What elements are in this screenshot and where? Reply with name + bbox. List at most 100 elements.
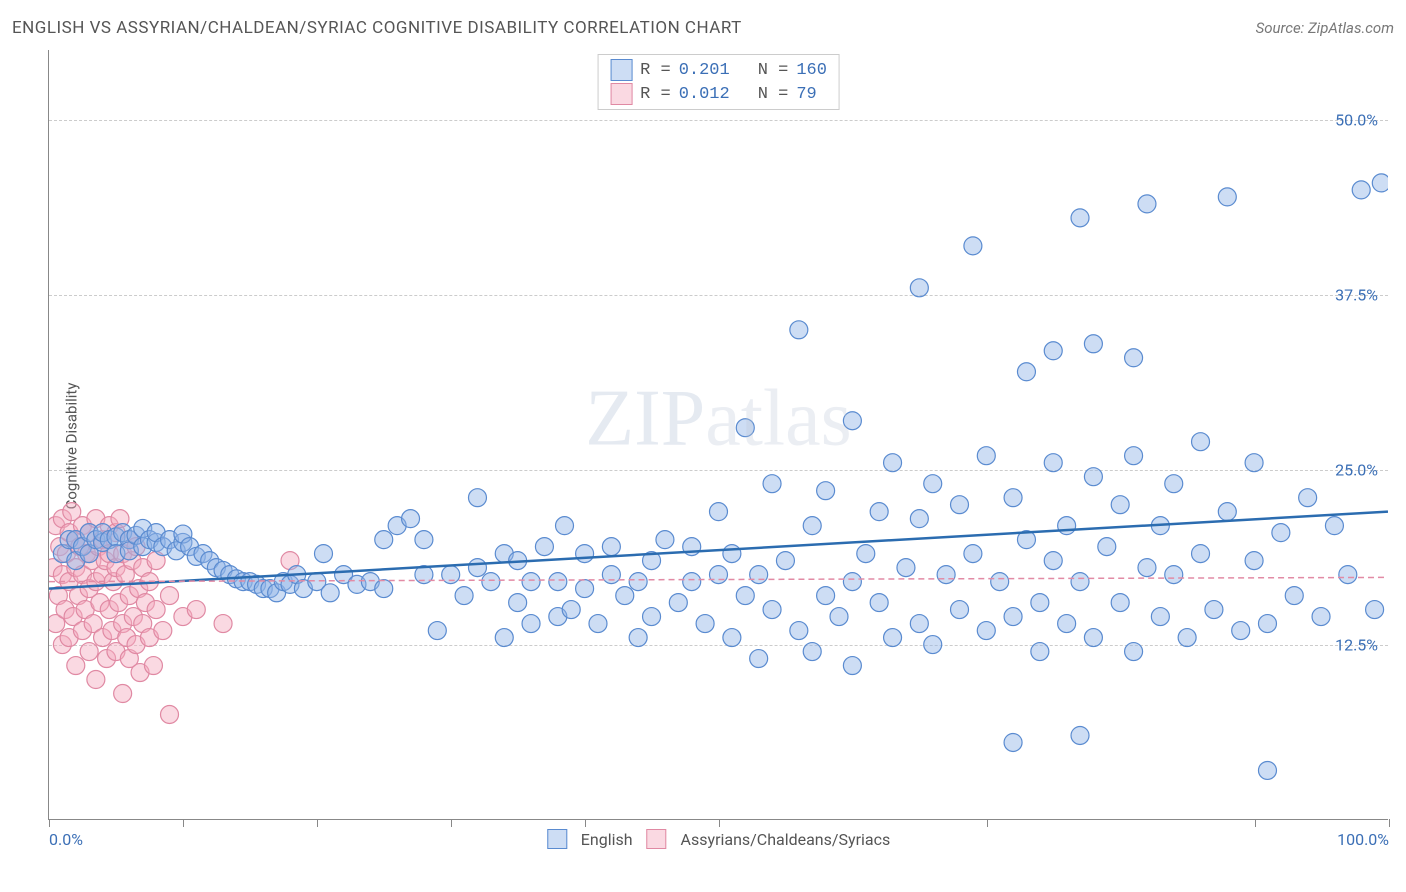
scatter-point: [1044, 342, 1062, 360]
scatter-point: [750, 566, 768, 584]
scatter-point: [910, 615, 928, 633]
scatter-point: [924, 636, 942, 654]
scatter-point: [468, 559, 486, 577]
swatch-bottom-english: [547, 829, 567, 849]
scatter-point: [1151, 608, 1169, 626]
scatter-point: [1084, 335, 1102, 353]
scatter-point: [750, 650, 768, 668]
scatter-point: [428, 622, 446, 640]
scatter-point: [709, 503, 727, 521]
scatter-point: [951, 496, 969, 514]
legend-bottom: English Assyrians/Chaldeans/Syriacs: [547, 829, 890, 849]
scatter-point: [1138, 195, 1156, 213]
scatter-point: [80, 643, 98, 661]
scatter-point: [857, 545, 875, 563]
x-tick-label: 0.0%: [49, 830, 83, 849]
r-label: R =: [640, 61, 671, 80]
scatter-point: [790, 622, 808, 640]
legend-label-assyrian: Assyrians/Chaldeans/Syriacs: [681, 830, 891, 849]
scatter-point: [1165, 566, 1183, 584]
scatter-point: [154, 622, 172, 640]
scatter-point: [629, 573, 647, 591]
scatter-point: [991, 573, 1009, 591]
scatter-point: [656, 531, 674, 549]
scatter-point: [683, 573, 701, 591]
scatter-point: [87, 671, 105, 689]
scatter-point: [830, 608, 848, 626]
scatter-point: [723, 545, 741, 563]
scatter-point: [375, 531, 393, 549]
scatter-point: [482, 573, 500, 591]
scatter-point: [535, 538, 553, 556]
scatter-point: [1071, 209, 1089, 227]
scatter-point: [1125, 349, 1143, 367]
scatter-point: [790, 321, 808, 339]
scatter-point: [468, 489, 486, 507]
scatter-point: [1232, 622, 1250, 640]
legend-label-english: English: [581, 830, 633, 849]
scatter-point: [1312, 608, 1330, 626]
scatter-point: [144, 657, 162, 675]
scatter-point: [1285, 587, 1303, 605]
scatter-point: [1366, 601, 1384, 619]
scatter-point: [843, 573, 861, 591]
y-tick-label: 12.5%: [1335, 636, 1378, 655]
scatter-point: [763, 475, 781, 493]
swatch-bottom-assyrian: [647, 829, 667, 849]
x-tick: [317, 819, 318, 827]
scatter-point: [415, 531, 433, 549]
scatter-point: [696, 615, 714, 633]
title-bar: ENGLISH VS ASSYRIAN/CHALDEAN/SYRIAC COGN…: [12, 18, 1394, 38]
x-tick: [585, 819, 586, 827]
r-label2: R =: [640, 85, 671, 104]
scatter-point: [187, 601, 205, 619]
scatter-point: [1272, 524, 1290, 542]
scatter-point: [817, 482, 835, 500]
n-label: N =: [758, 61, 789, 80]
x-tick: [987, 819, 988, 827]
scatter-point: [1071, 726, 1089, 744]
scatter-point: [1352, 181, 1370, 199]
scatter-point: [1245, 552, 1263, 570]
scatter-point: [1084, 629, 1102, 647]
scatter-point: [589, 615, 607, 633]
r-value-english: 0.201: [679, 61, 730, 80]
scatter-point: [1218, 503, 1236, 521]
plot-area: ZIPatlas R = 0.201 N = 160 R = 0.012 N =…: [48, 50, 1388, 820]
scatter-point: [629, 629, 647, 647]
scatter-point: [1165, 475, 1183, 493]
scatter-point: [1258, 761, 1276, 779]
scatter-point: [723, 629, 741, 647]
legend-stats: R = 0.201 N = 160 R = 0.012 N = 79: [597, 54, 840, 110]
scatter-point: [147, 601, 165, 619]
scatter-point: [576, 580, 594, 598]
chart-title: ENGLISH VS ASSYRIAN/CHALDEAN/SYRIAC COGN…: [12, 18, 742, 38]
scatter-point: [576, 545, 594, 563]
scatter-point: [870, 503, 888, 521]
scatter-point: [562, 601, 580, 619]
scatter-point: [602, 566, 620, 584]
n-value-english: 160: [796, 61, 827, 80]
x-tick: [49, 819, 50, 827]
scatter-point: [884, 454, 902, 472]
scatter-point: [1058, 517, 1076, 535]
x-tick: [719, 819, 720, 827]
scatter-point: [314, 545, 332, 563]
scatter-point: [1017, 363, 1035, 381]
scatter-point: [522, 573, 540, 591]
scatter-point: [1004, 733, 1022, 751]
scatter-point: [1372, 174, 1388, 192]
scatter-point: [67, 657, 85, 675]
scatter-point: [964, 237, 982, 255]
scatter-point: [1004, 608, 1022, 626]
n-value-assyrian: 79: [796, 85, 816, 104]
scatter-point: [817, 587, 835, 605]
scatter-point: [736, 587, 754, 605]
scatter-point: [776, 552, 794, 570]
y-tick-label: 37.5%: [1335, 286, 1378, 305]
scatter-point: [321, 584, 339, 602]
n-label2: N =: [758, 85, 789, 104]
scatter-point: [843, 412, 861, 430]
scatter-point: [977, 447, 995, 465]
scatter-point: [977, 622, 995, 640]
